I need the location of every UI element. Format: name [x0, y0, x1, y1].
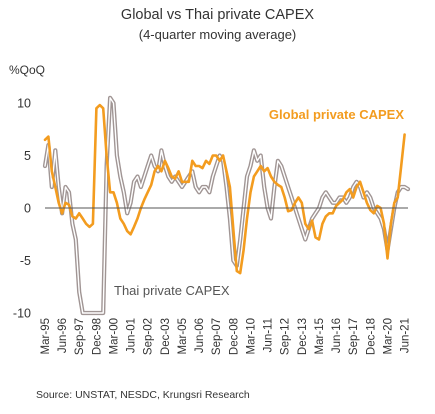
y-tick-label: 5: [24, 149, 31, 163]
x-tick-label: Sep-17: [348, 318, 360, 355]
x-tick-label: Sep-02: [143, 318, 155, 355]
chart-title: Global vs Thai private CAPEX: [120, 7, 315, 23]
x-tick-label: Dec-18: [365, 318, 377, 355]
thai-series-line: [42, 95, 411, 316]
x-tick-label: Jun-11: [263, 318, 275, 352]
x-axis-ticks: Mar-95 Jun-96 Sep-97 Dec-98 Mar-00 Jun-01 Sep-…: [40, 318, 412, 355]
x-tick-label: Jun-21: [400, 318, 412, 353]
thai-series-line-core: [44, 97, 409, 314]
chart-subtitle: (4-quarter moving average): [138, 27, 297, 42]
global-series-line: [43, 103, 406, 275]
x-tick-label: Jun-06: [194, 318, 206, 353]
x-tick-label: Jun-96: [57, 318, 69, 353]
y-tick-label: -5: [20, 254, 31, 268]
x-tick-label: Dec-08: [228, 318, 240, 355]
y-tick-label: 10: [17, 97, 31, 111]
x-tick-label: Sep-97: [74, 318, 86, 355]
x-tick-label: Dec-13: [297, 318, 309, 355]
x-tick-label: Mar-00: [108, 318, 120, 354]
x-tick-label: Dec-03: [160, 318, 172, 355]
y-axis-ticks: 10 5 0 -5 -10: [13, 97, 31, 321]
x-tick-label: Mar-20: [382, 318, 394, 354]
x-tick-label: Jun-16: [331, 318, 343, 353]
y-axis-unit: %QoQ: [9, 63, 46, 77]
y-tick-label: 0: [24, 202, 31, 216]
y-tick-label: -10: [13, 307, 31, 321]
source-note: Source: UNSTAT, NESDC, Krungsri Research: [36, 389, 250, 401]
x-tick-label: Dec-98: [91, 318, 103, 355]
x-tick-label: Jun-01: [126, 318, 138, 353]
x-tick-label: Mar-10: [245, 318, 257, 354]
x-tick-label: Sep-07: [211, 318, 223, 355]
x-tick-label: Mar-15: [314, 318, 326, 354]
x-tick-label: Mar-05: [177, 318, 189, 354]
x-tick-label: Mar-95: [40, 318, 52, 354]
thai-series-group: [42, 95, 411, 316]
global-series-group: [43, 103, 406, 275]
series-label-global: Global private CAPEX: [269, 107, 404, 122]
x-tick-label: Sep-12: [280, 318, 292, 355]
series-label-thai: Thai private CAPEX: [114, 283, 230, 298]
